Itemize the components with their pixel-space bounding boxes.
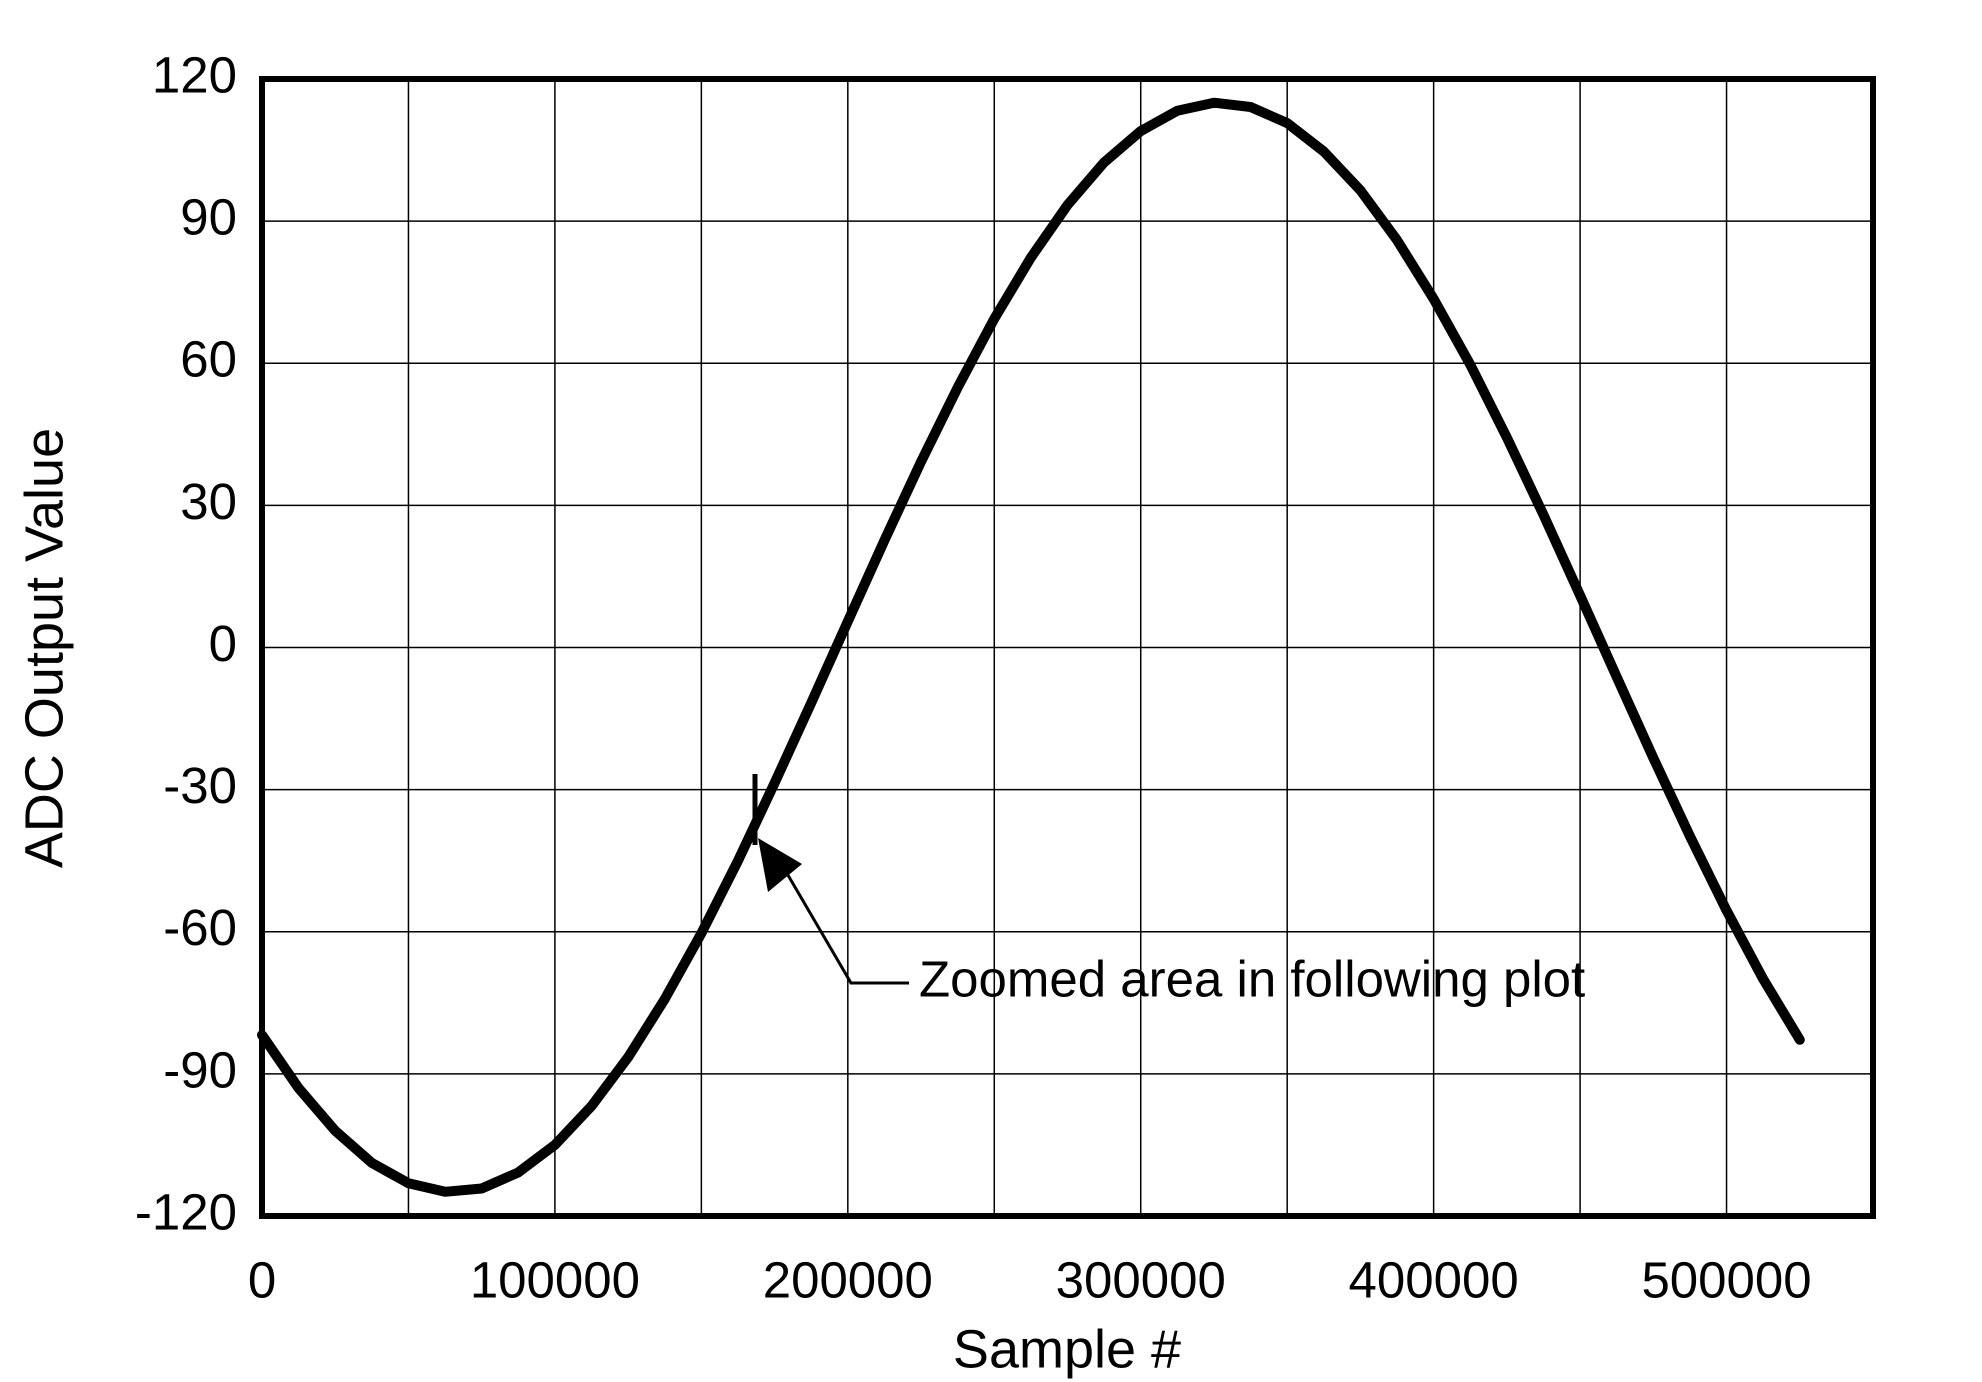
x-tick-label: 300000 — [1056, 1251, 1226, 1308]
y-tick-label: -60 — [163, 899, 237, 956]
y-tick-label: 60 — [180, 331, 237, 388]
arrow-line — [783, 869, 909, 985]
x-tick-label: 0 — [248, 1251, 276, 1308]
annotation: Zoomed area in following plot — [752, 774, 1585, 1007]
y-tick-label: -120 — [135, 1183, 237, 1240]
y-axis-title: ADC Output Value — [14, 428, 74, 868]
arrow-head — [758, 838, 802, 892]
annotation-text: Zoomed area in following plot — [919, 950, 1585, 1007]
y-tick-label: -90 — [163, 1041, 237, 1098]
y-tick-label: 120 — [152, 46, 237, 103]
x-tick-label: 500000 — [1641, 1251, 1811, 1308]
x-tick-label: 200000 — [763, 1251, 933, 1308]
y-tick-label: 0 — [209, 615, 237, 672]
plot-frame — [259, 76, 1876, 1219]
grid — [261, 78, 1873, 1217]
y-tick-label: 30 — [180, 473, 237, 530]
series — [257, 97, 1805, 1197]
x-tick-label: 400000 — [1349, 1251, 1519, 1308]
y-tick-label: 90 — [180, 189, 237, 246]
y-tick-label: -30 — [163, 757, 237, 814]
data-line — [257, 97, 1805, 1197]
x-tick-label: 100000 — [470, 1251, 640, 1308]
x-axis-title: Sample # — [953, 1319, 1181, 1379]
